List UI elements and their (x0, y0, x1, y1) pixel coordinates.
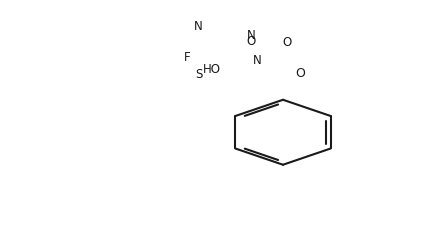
Text: N: N (252, 54, 261, 67)
Text: HO: HO (203, 63, 221, 76)
Text: O: O (295, 67, 305, 80)
Text: N: N (247, 29, 255, 42)
Text: S: S (195, 68, 202, 81)
Text: O: O (246, 35, 255, 47)
Text: F: F (184, 51, 190, 64)
Text: N: N (194, 20, 203, 33)
Text: O: O (283, 36, 292, 49)
